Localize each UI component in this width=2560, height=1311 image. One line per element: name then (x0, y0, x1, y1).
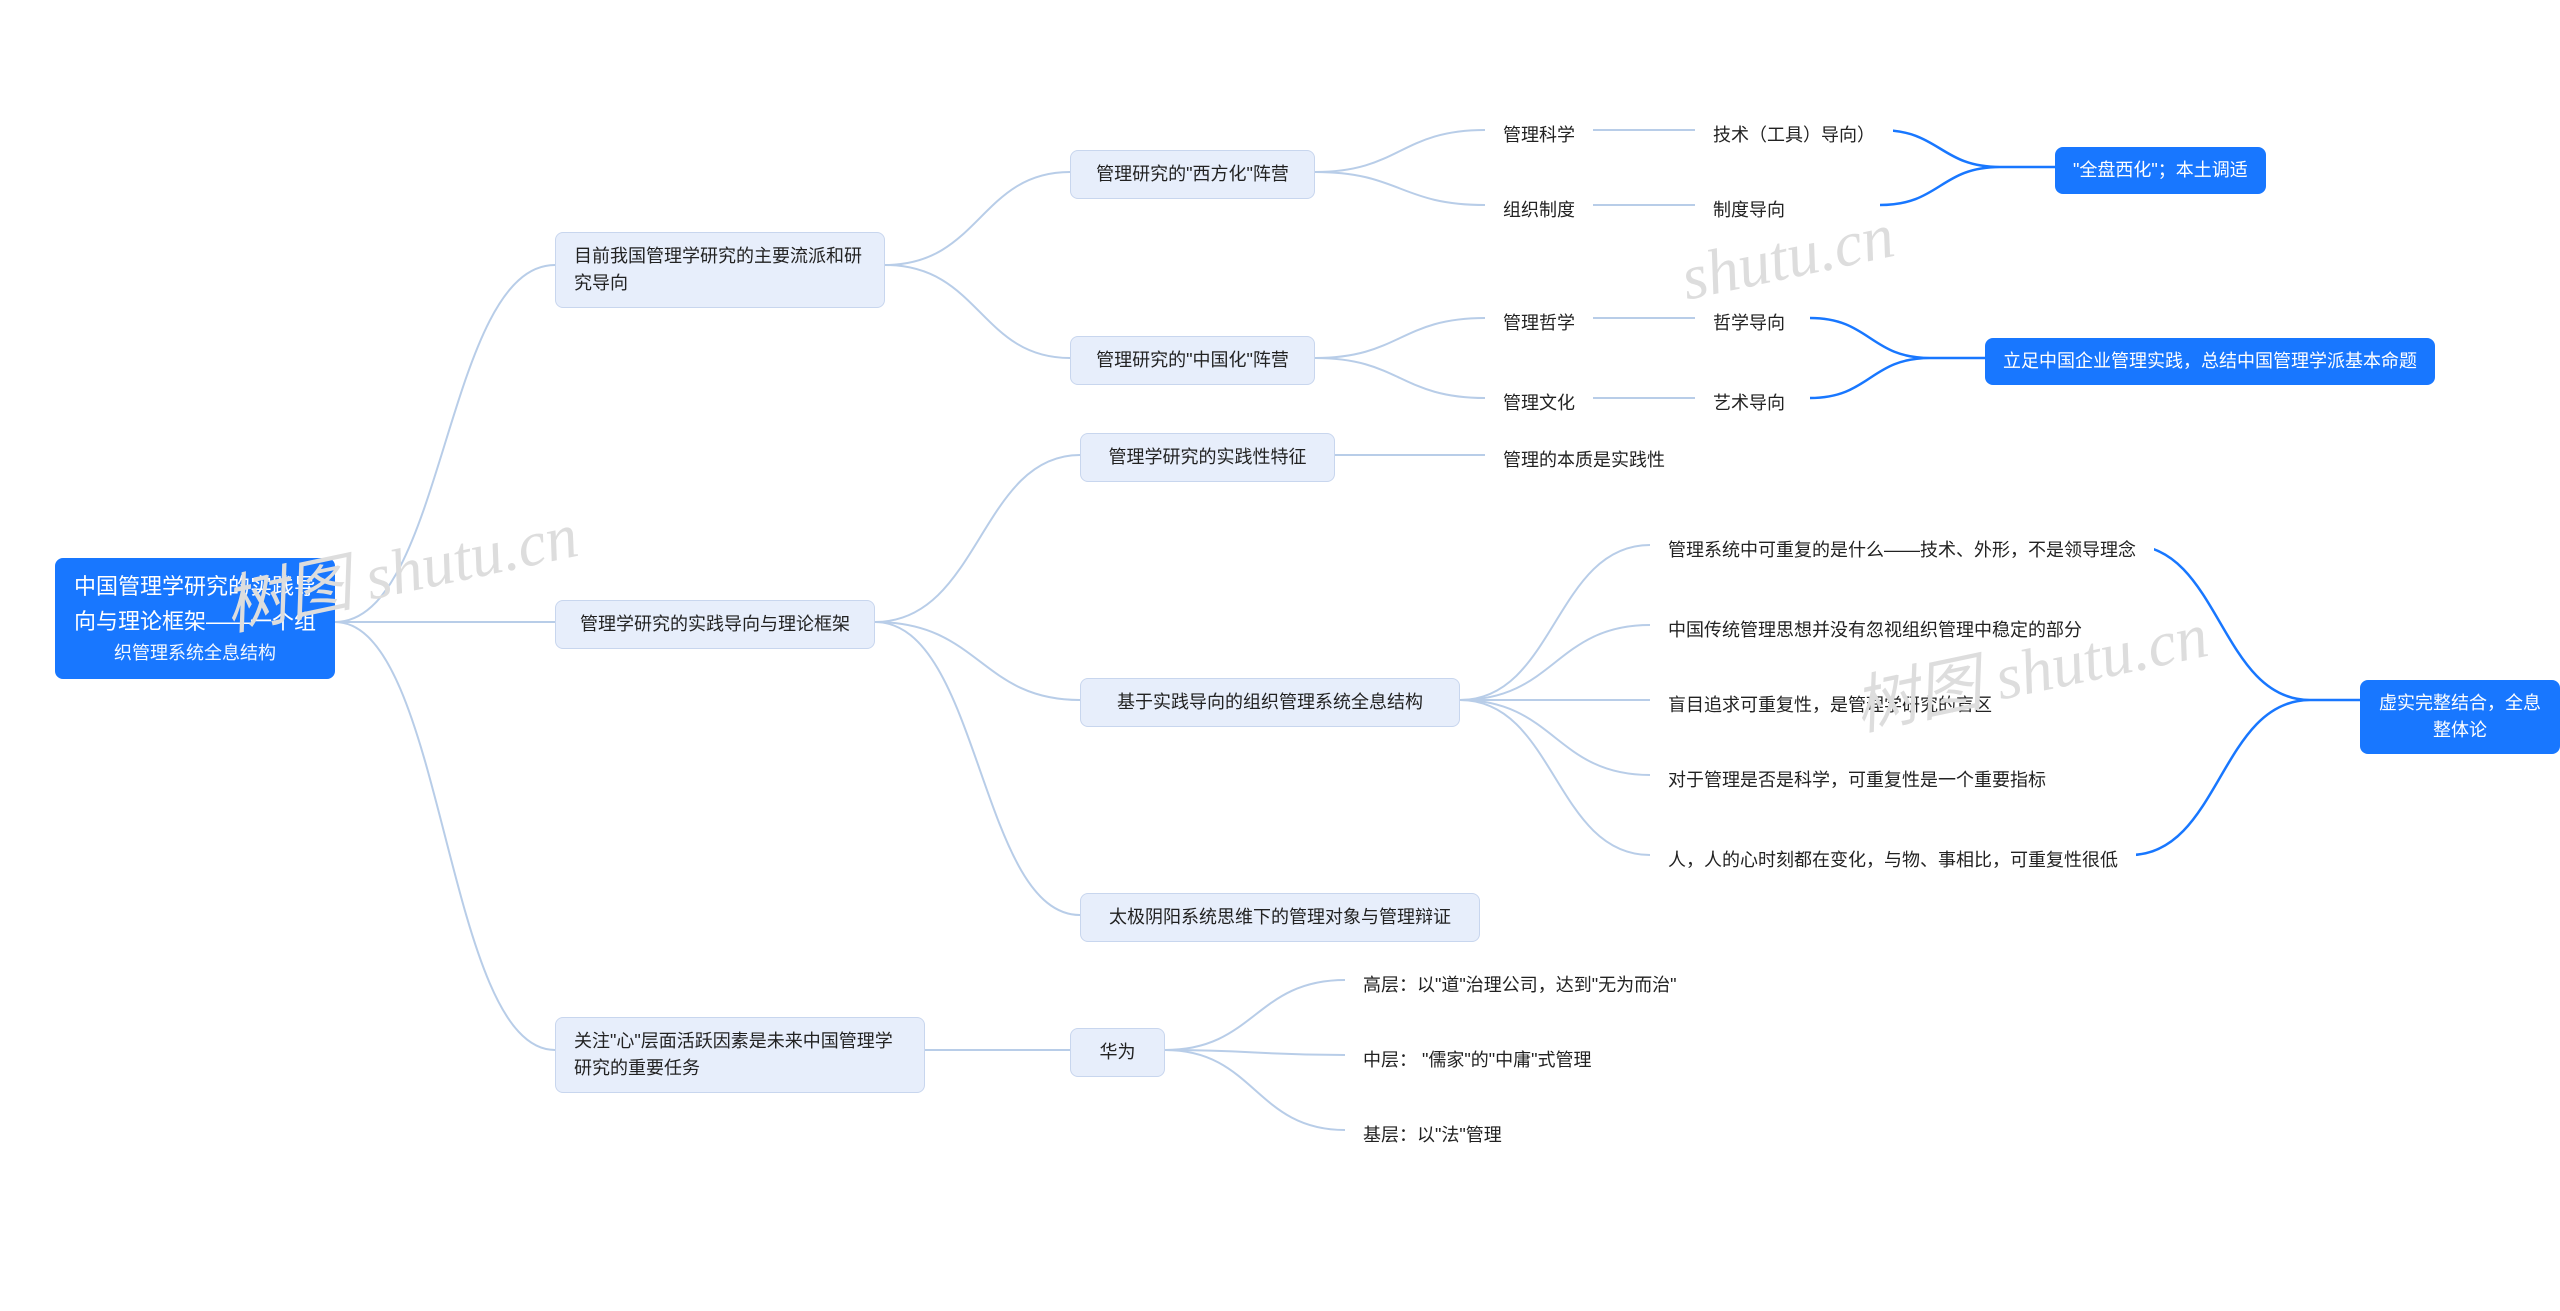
root-node: 中国管理学研究的实践导 向与理论框架——一个组 织管理系统全息结构 (55, 558, 335, 679)
china-leaf-2-result: 艺术导向 (1695, 380, 1803, 427)
west-leaf-2-result: 制度导向 (1695, 187, 1803, 234)
branch-3: 关注"心"层面活跃因素是未来中国管理学研究的重要任务 (555, 1017, 925, 1093)
huawei-leaf-1: 高层：以"道"治理公司，达到"无为而治" (1345, 962, 1695, 1009)
branch-1-label: 目前我国管理学研究的主要流派和研究导向 (574, 243, 866, 297)
branch-3-child-1: 华为 (1070, 1028, 1165, 1077)
branch-3-label: 关注"心"层面活跃因素是未来中国管理学研究的重要任务 (574, 1028, 906, 1082)
holo-leaf-2: 中国传统管理思想并没有忽视组织管理中稳定的部分 (1650, 607, 2100, 654)
holo-leaf-3: 盲目追求可重复性，是管理学研究的盲区 (1650, 682, 2010, 729)
branch-1: 目前我国管理学研究的主要流派和研究导向 (555, 232, 885, 308)
branch-2-child-1-leaf: 管理的本质是实践性 (1485, 437, 1683, 484)
china-leaf-2: 管理文化 (1485, 380, 1593, 427)
branch-2-label: 管理学研究的实践导向与理论框架 (580, 611, 850, 638)
china-leaf-1-result: 哲学导向 (1695, 300, 1803, 347)
huawei-leaf-3: 基层：以"法"管理 (1345, 1112, 1520, 1159)
branch-1-child-2: 管理研究的"中国化"阵营 (1070, 336, 1315, 385)
holo-leaf-1: 管理系统中可重复的是什么——技术、外形，不是领导理念 (1650, 527, 2154, 574)
root-subtitle: 织管理系统全息结构 (74, 639, 316, 668)
west-leaf-2: 组织制度 (1485, 187, 1593, 234)
branch-2-child-2: 基于实践导向的组织管理系统全息结构 (1080, 678, 1460, 727)
branch-1-child-1: 管理研究的"西方化"阵营 (1070, 150, 1315, 199)
branch-2: 管理学研究的实践导向与理论框架 (555, 600, 875, 649)
west-leaf-1-result: 技术（工具）导向） (1695, 112, 1893, 159)
china-leaf-1: 管理哲学 (1485, 300, 1593, 347)
root-title-line2: 向与理论框架——一个组 (74, 609, 316, 634)
branch-1-child-2-label: 管理研究的"中国化"阵营 (1096, 347, 1289, 374)
root-title-line1: 中国管理学研究的实践导 (74, 574, 316, 599)
branch-2-child-1: 管理学研究的实践性特征 (1080, 433, 1335, 482)
mindmap-stage: 中国管理学研究的实践导 向与理论框架——一个组 织管理系统全息结构 目前我国管理… (0, 0, 2560, 1311)
callout-china: 立足中国企业管理实践，总结中国管理学派基本命题 (1985, 338, 2435, 385)
branch-1-child-1-label: 管理研究的"西方化"阵营 (1096, 161, 1289, 188)
huawei-leaf-2: 中层： "儒家"的"中庸"式管理 (1345, 1037, 1610, 1084)
branch-2-child-3: 太极阴阳系统思维下的管理对象与管理辩证 (1080, 893, 1480, 942)
west-leaf-1: 管理科学 (1485, 112, 1593, 159)
callout-west: "全盘西化"；本土调适 (2055, 147, 2266, 194)
callout-holo: 虚实完整结合，全息整体论 (2360, 680, 2560, 754)
holo-leaf-5: 人，人的心时刻都在变化，与物、事相比，可重复性很低 (1650, 837, 2136, 884)
holo-leaf-4: 对于管理是否是科学，可重复性是一个重要指标 (1650, 757, 2064, 804)
